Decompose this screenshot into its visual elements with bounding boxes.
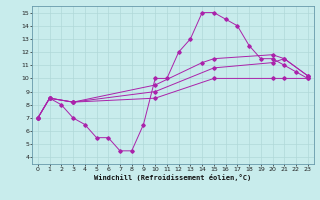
X-axis label: Windchill (Refroidissement éolien,°C): Windchill (Refroidissement éolien,°C): [94, 174, 252, 181]
